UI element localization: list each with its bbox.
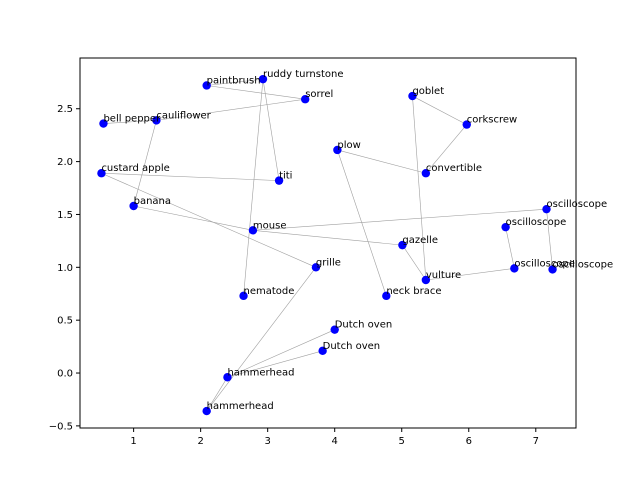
edge-line	[412, 95, 467, 125]
y-tick-label: 1.0	[57, 263, 73, 274]
data-point	[248, 226, 258, 235]
y-tick-label: −0.5	[49, 421, 73, 432]
data-point	[542, 204, 551, 214]
data-point	[311, 263, 321, 272]
data-point	[301, 95, 310, 104]
data-point	[239, 291, 248, 301]
edge-line	[412, 96, 427, 281]
point-label: nematode	[244, 286, 295, 297]
data-point	[318, 346, 327, 356]
point-label: hammerhead	[227, 367, 294, 378]
edges-layer	[101, 78, 553, 412]
edge-line	[227, 350, 323, 378]
y-tick-label: 0.5	[57, 316, 73, 327]
edge-line	[252, 230, 403, 246]
x-tick-label: 5	[399, 436, 405, 447]
point-label: oscilloscope	[553, 259, 614, 270]
point-label: custard apple	[101, 163, 169, 174]
x-tick-label: 3	[264, 436, 270, 447]
data-point	[548, 265, 557, 274]
edge-line	[156, 98, 306, 121]
x-tick-label: 1	[130, 436, 136, 447]
edge-line	[133, 205, 253, 231]
point-label: gazelle	[402, 235, 438, 246]
point-label: paintbrush	[207, 75, 261, 86]
data-point	[501, 222, 510, 232]
y-tick-label: 2.0	[57, 157, 73, 168]
edge-line	[252, 208, 547, 231]
data-point	[408, 91, 417, 101]
point-label: banana	[134, 196, 171, 207]
point-label: ruddy turnstone	[263, 69, 344, 80]
point-label: neck brace	[386, 286, 441, 297]
point-label: vulture	[426, 270, 461, 281]
point-label: sorrel	[305, 89, 333, 100]
edge-line	[546, 209, 553, 270]
point-label: convertible	[426, 163, 482, 174]
edge-line	[206, 85, 306, 100]
edge-line	[337, 149, 426, 174]
data-point	[202, 406, 211, 416]
point-label: Dutch oven	[323, 341, 381, 352]
point-label: corkscrew	[467, 115, 517, 126]
data-point	[152, 116, 161, 125]
data-point	[382, 291, 391, 301]
point-label: oscilloscope	[506, 217, 567, 228]
x-tick-label: 7	[533, 436, 539, 447]
y-tick-label: 2.5	[57, 104, 73, 115]
x-tick-label: 6	[466, 436, 472, 447]
point-label: oscilloscope	[547, 199, 608, 210]
edge-line	[103, 120, 157, 124]
point-label: oscilloscope	[514, 258, 575, 269]
data-point	[421, 169, 431, 178]
edge-line	[227, 329, 335, 378]
data-point	[223, 373, 232, 382]
x-tick-label: 2	[197, 436, 203, 447]
data-point	[274, 176, 284, 185]
data-point	[462, 120, 471, 129]
data-point	[398, 240, 407, 250]
edge-line	[133, 120, 157, 207]
point-label: plow	[337, 140, 360, 151]
points-layer	[97, 74, 557, 416]
data-point	[97, 169, 106, 178]
point-label: grille	[316, 257, 341, 268]
edge-line	[243, 79, 264, 296]
edge-line	[505, 227, 515, 269]
edge-line	[206, 267, 317, 412]
point-label: bell pepper	[103, 114, 161, 125]
point-label: Dutch oven	[335, 320, 393, 331]
edge-line	[425, 124, 467, 174]
point-label: titi	[279, 171, 292, 182]
x-tick-label: 4	[332, 436, 338, 447]
point-label: goblet	[412, 86, 444, 97]
point-label: mouse	[253, 220, 287, 231]
data-point	[421, 275, 431, 285]
edge-line	[262, 79, 280, 181]
y-tick-label: 0.0	[57, 369, 73, 380]
edge-line	[101, 172, 280, 181]
edge-line	[206, 377, 228, 412]
edge-line	[425, 268, 515, 281]
y-tick-label: 1.5	[57, 210, 73, 221]
data-point	[333, 145, 342, 155]
data-point	[330, 325, 339, 334]
point-label: hammerhead	[207, 401, 274, 412]
data-point	[99, 119, 108, 128]
x-axis: 1 2 3 4 5 6 7	[130, 428, 539, 447]
edge-line	[206, 78, 264, 86]
plot-area-frame	[79, 57, 577, 429]
edge-line	[101, 172, 317, 268]
y-axis: −0.5 0.0 0.5 1.0 1.5 2.0 2.5	[49, 104, 80, 432]
data-point	[510, 264, 519, 273]
data-point	[129, 201, 138, 211]
edge-line	[402, 244, 427, 281]
data-point	[202, 81, 211, 90]
edge-line	[337, 149, 387, 296]
data-point	[258, 74, 268, 84]
point-label: cauliflower	[156, 110, 211, 121]
